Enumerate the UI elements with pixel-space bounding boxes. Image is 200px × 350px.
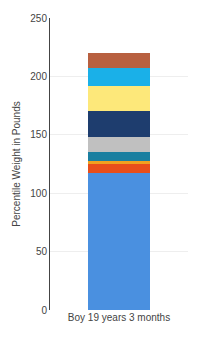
svg-text:100: 100 [30,188,47,199]
svg-text:0: 0 [41,305,47,316]
svg-text:50: 50 [36,246,48,257]
svg-text:150: 150 [30,129,47,140]
svg-text:Boy 19 years 3 months: Boy 19 years 3 months [68,312,170,323]
svg-text:200: 200 [30,71,47,82]
svg-text:Percentile Weight in Pounds: Percentile Weight in Pounds [11,101,22,226]
svg-text:250: 250 [30,13,47,24]
